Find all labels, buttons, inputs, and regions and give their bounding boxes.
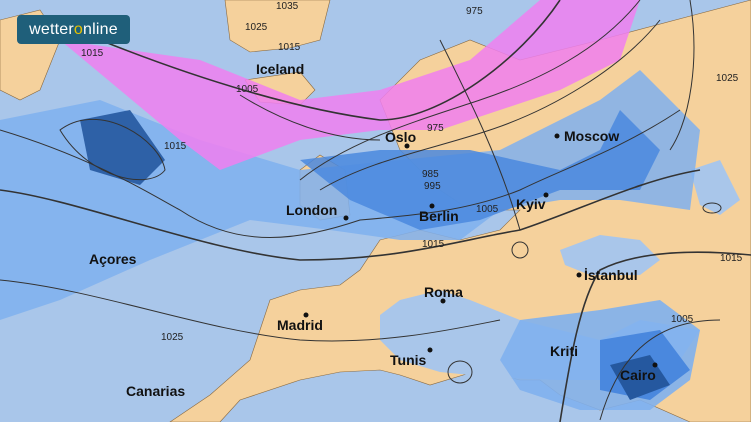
city-label-cairo: Cairo — [620, 367, 656, 383]
city-dot-london — [343, 215, 349, 221]
city-label-iceland: Iceland — [256, 61, 304, 77]
city-label-roma: Roma — [424, 284, 463, 300]
city-label-kyiv: Kyiv — [516, 196, 546, 212]
city-dot-roma — [440, 298, 446, 304]
logo-text: wetter — [29, 21, 74, 38]
isobar-label: 1005 — [476, 204, 499, 215]
isobar-label: 1005 — [671, 314, 694, 325]
logo-text-end: nline — [83, 21, 118, 38]
greenland — [224, 0, 331, 53]
isobar-label: 975 — [466, 6, 483, 17]
isobar-label: 1025 — [716, 73, 739, 84]
city-label-canarias: Canarias — [126, 383, 185, 399]
wetteronline-logo[interactable]: wetteronline — [17, 15, 130, 44]
isobar-label: 1015 — [81, 48, 104, 59]
city-label-madrid: Madrid — [277, 317, 323, 333]
city-label-london: London — [286, 202, 337, 218]
cities: Iceland Oslo Moscow London Berlin Kyiv A… — [89, 61, 658, 399]
logo-text-o: o — [73, 21, 84, 38]
city-dot-cairo — [652, 362, 658, 368]
city-label-oslo: Oslo — [385, 129, 416, 145]
isobar-label: 985 — [422, 169, 439, 180]
city-dot-moscow — [554, 133, 560, 139]
precipitation — [0, 0, 700, 410]
city-label-istanbul: İstanbul — [584, 267, 638, 283]
city-label-tunis: Tunis — [390, 352, 427, 368]
isobar-labels: 1035 1025 1015 975 1015 1005 1015 975 98… — [81, 1, 743, 343]
isobar-label: 1025 — [245, 22, 268, 33]
city-label-kriti: Kriti — [550, 343, 578, 359]
city-label-acores: Açores — [89, 251, 137, 267]
caspian-sea — [690, 160, 740, 215]
isobar-label: 1035 — [276, 1, 299, 12]
city-label-berlin: Berlin — [419, 208, 459, 224]
isobar-label: 1015 — [278, 42, 301, 53]
isobar-label: 1015 — [720, 253, 743, 264]
isobar-label: 975 — [427, 123, 444, 134]
city-dot-oslo — [404, 143, 410, 149]
isobar-label: 1015 — [422, 239, 445, 250]
black-sea — [560, 235, 660, 275]
isobar-label: 995 — [424, 181, 441, 192]
city-dot-berlin — [429, 203, 435, 209]
isobar-label: 1005 — [236, 84, 259, 95]
isobar-label: 1015 — [164, 141, 187, 152]
city-dot-kyiv — [543, 192, 549, 198]
isobar-label: 1025 — [161, 332, 184, 343]
city-dot-madrid — [303, 312, 309, 318]
city-dot-tunis — [427, 347, 433, 353]
city-label-moscow: Moscow — [564, 128, 619, 144]
city-dot-istanbul — [576, 272, 582, 278]
